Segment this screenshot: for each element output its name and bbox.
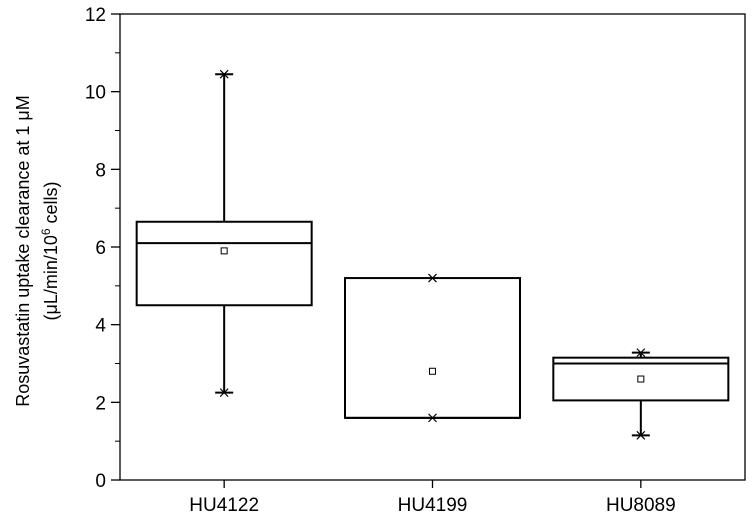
box-iqr: [135, 220, 313, 307]
box-hu8089: [552, 348, 730, 440]
mean-marker: [429, 367, 436, 375]
y-axis-title-superscript: 6: [39, 228, 53, 235]
y-tick-label: 8: [95, 160, 106, 181]
extreme-marker-stroke: [219, 69, 229, 79]
box-iqr: [344, 277, 521, 419]
y-axis-title-line1: Rosuvastatin uptake clearance at 1 μM: [13, 95, 33, 407]
y-axis-ticks: 0 2 4 6 8 10 12: [85, 5, 120, 492]
box-hu4122: [135, 69, 313, 398]
box-hu4199: [344, 273, 521, 423]
mean-marker: [637, 375, 645, 383]
extreme-marker-stroke: [428, 413, 437, 423]
extreme-marker-stroke: [636, 348, 646, 358]
y-tick-label: 0: [95, 471, 106, 492]
x-tick-label: HU4199: [398, 495, 468, 516]
extreme-marker-stroke: [219, 388, 229, 398]
y-tick-label: 2: [95, 393, 106, 414]
y-axis-title-line2: (μL/min/106 cells): [39, 181, 61, 320]
extreme-marker-stroke: [428, 273, 437, 283]
x-tick-label: HU8089: [606, 495, 676, 516]
y-tick-label: 4: [95, 316, 106, 337]
axes: [119, 13, 746, 481]
plot-frame: [119, 13, 746, 481]
mean-marker: [220, 247, 228, 255]
x-tick-label: HU4122: [189, 495, 259, 516]
boxes: [135, 69, 730, 440]
y-axis-title-units-end: cells): [41, 181, 61, 228]
y-axis-label: Rosuvastatin uptake clearance at 1 μM (μL…: [13, 95, 61, 407]
x-axis-ticks: HU4122 HU4199 HU8089: [189, 480, 676, 516]
y-tick-label: 6: [95, 238, 106, 259]
box-iqr: [552, 356, 730, 402]
extreme-marker-stroke: [636, 430, 646, 440]
y-axis-title-units: (μL/min/10: [41, 235, 61, 320]
y-tick-label: 12: [85, 5, 106, 26]
y-tick-label: 10: [85, 83, 106, 104]
